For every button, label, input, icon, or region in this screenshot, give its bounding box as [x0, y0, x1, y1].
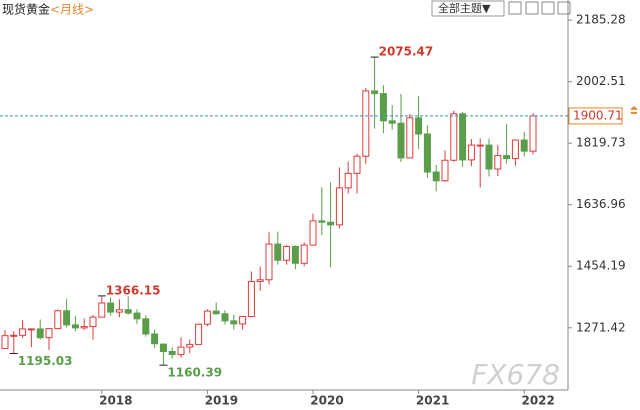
low-label: 1195.03	[18, 354, 73, 368]
chart-subtitle: <月线>	[50, 3, 94, 17]
candle-body	[423, 133, 431, 173]
candle-body	[265, 243, 273, 281]
x-tick-label: 2021	[416, 394, 449, 408]
candle-body	[212, 310, 220, 315]
x-tick-label: 2018	[99, 394, 132, 408]
candle-body	[485, 144, 493, 170]
high-label: 1366.15	[106, 283, 161, 297]
candle-body	[520, 139, 528, 152]
candle-body	[168, 350, 176, 356]
candle-body	[115, 309, 123, 313]
candle-body	[476, 144, 484, 147]
candle-body	[441, 159, 449, 182]
tool-icon[interactable]	[508, 1, 522, 15]
candle-body	[71, 324, 79, 329]
candle-body	[344, 172, 352, 189]
candle-body	[379, 93, 387, 122]
candle-body	[19, 328, 27, 336]
price-label: 1900.71	[573, 108, 623, 122]
candle-body	[133, 312, 141, 320]
candle-body	[397, 122, 405, 159]
price-label-box	[568, 107, 623, 125]
low-label: 1160.39	[167, 366, 222, 380]
candle-body	[459, 113, 467, 161]
tool-icon[interactable]	[557, 1, 571, 15]
x-tick-label: 2020	[310, 394, 343, 408]
candle-body	[151, 333, 159, 345]
candle-body	[415, 117, 423, 135]
candle-body	[142, 318, 150, 335]
candle-body	[10, 334, 18, 337]
candle-body	[353, 155, 361, 174]
x-tick-label: 2022	[521, 394, 554, 408]
candle-body	[98, 302, 106, 318]
candle-body	[45, 328, 53, 339]
candle-body	[274, 243, 282, 261]
candle-body	[89, 316, 97, 328]
candle-body	[291, 245, 299, 264]
candle-body	[177, 346, 185, 356]
candle-body	[239, 315, 247, 325]
high-label: 2075.47	[379, 45, 434, 59]
y-tick-label: 1819.73	[576, 136, 626, 150]
candle-body	[54, 310, 62, 330]
candle-body	[186, 343, 194, 348]
candle-body	[450, 113, 458, 161]
candle-body	[27, 328, 35, 331]
candle-body	[432, 171, 440, 182]
tool-icon[interactable]	[525, 1, 539, 15]
toolbar-button[interactable]	[431, 0, 505, 17]
candle-body	[256, 279, 264, 282]
candle-body	[318, 220, 326, 223]
y-tick-label: 1271.42	[576, 320, 626, 334]
candle-body	[203, 310, 211, 325]
candle-body	[371, 90, 379, 95]
candle-body	[511, 139, 519, 160]
candle-body	[1, 335, 9, 349]
candle-body	[503, 155, 511, 160]
candle-body	[467, 144, 475, 161]
candle-body	[63, 310, 71, 326]
candle-body	[388, 120, 396, 124]
chart-title: 现货黄金	[2, 2, 50, 17]
candle-body	[159, 343, 167, 352]
toolbar-label[interactable]: 全部主题▼	[438, 1, 491, 15]
candle-body	[529, 115, 537, 152]
tool-icon[interactable]	[541, 1, 555, 15]
candle-body	[283, 245, 291, 261]
candle-body	[300, 244, 308, 264]
candle-body	[362, 90, 370, 157]
candle-body	[107, 302, 115, 313]
candle-body	[221, 313, 229, 322]
candle-body	[230, 320, 238, 325]
candle-body	[327, 221, 335, 226]
candle-body	[36, 328, 44, 339]
x-tick-label: 2019	[205, 394, 238, 408]
price-arrow	[630, 105, 638, 114]
y-tick-label: 1454.19	[576, 259, 626, 273]
watermark: FX678	[471, 358, 560, 391]
candle-body	[195, 323, 203, 345]
candle-body	[406, 117, 414, 159]
y-tick-label: 1636.96	[576, 197, 626, 211]
y-tick-label: 2185.28	[576, 13, 626, 27]
y-tick-label: 2002.51	[576, 74, 626, 88]
candle-body	[309, 220, 317, 246]
candle-body	[494, 155, 502, 170]
candle-body	[335, 187, 343, 226]
candle-body	[247, 280, 255, 317]
candle-body	[124, 309, 132, 314]
candle-body	[80, 326, 88, 329]
